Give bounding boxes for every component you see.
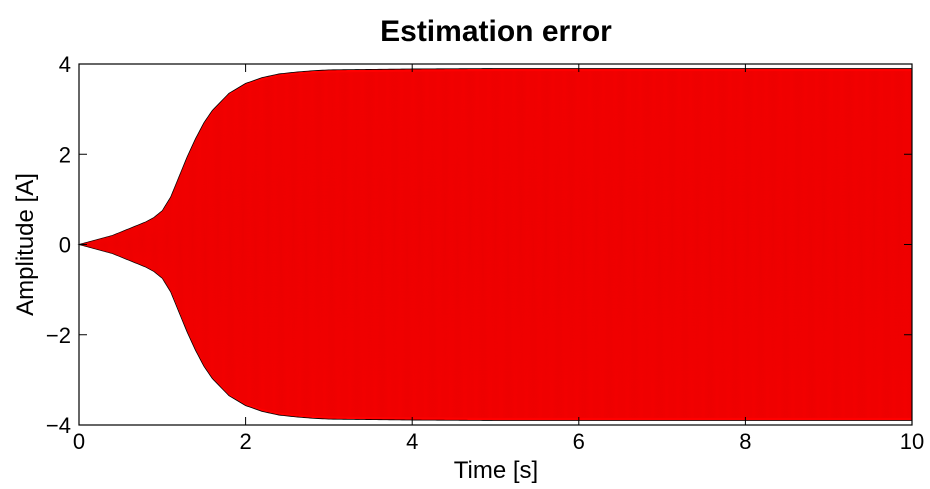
x-tick-label: 10 <box>900 429 924 454</box>
x-tick-label: 8 <box>739 429 751 454</box>
y-tick-label: 0 <box>59 233 71 258</box>
y-tick-label: 4 <box>59 52 71 77</box>
x-tick-label: 0 <box>73 429 85 454</box>
y-tick-label: −4 <box>46 413 71 438</box>
plot-area <box>79 69 912 421</box>
x-tick-label: 4 <box>406 429 418 454</box>
y-tick-label: −2 <box>46 323 71 348</box>
y-tick-label: 2 <box>59 142 71 167</box>
y-axis-label: Amplitude [A] <box>12 173 39 316</box>
chart-title: Estimation error <box>380 15 612 48</box>
x-axis-label: Time [s] <box>454 457 538 484</box>
x-tick-label: 2 <box>239 429 251 454</box>
x-tick-label: 6 <box>573 429 585 454</box>
